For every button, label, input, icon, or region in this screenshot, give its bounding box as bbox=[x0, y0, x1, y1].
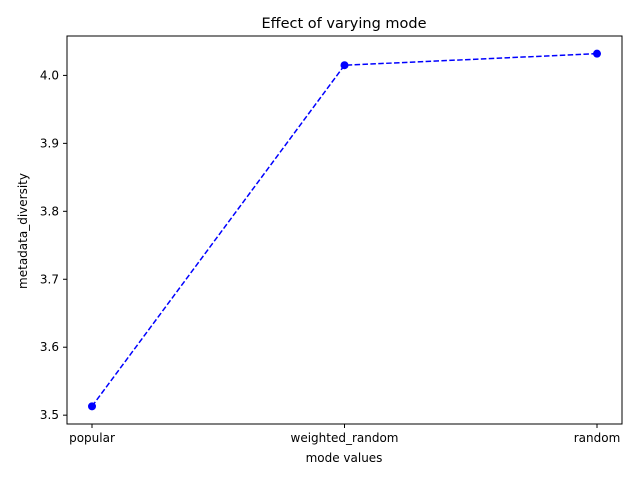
x-axis-label: mode values bbox=[306, 451, 383, 465]
data-point bbox=[340, 61, 349, 70]
data-point bbox=[88, 402, 96, 411]
y-tick-label: 3.8 bbox=[40, 204, 59, 218]
y-axis-label: metadata_diversity bbox=[16, 173, 30, 289]
y-tick-label: 3.5 bbox=[40, 408, 59, 422]
y-tick-label: 3.7 bbox=[40, 272, 59, 286]
x-tick-label: weighted_random bbox=[291, 431, 399, 445]
plot-frame bbox=[66, 35, 623, 425]
y-tick-label: 3.9 bbox=[40, 136, 59, 150]
data-point bbox=[593, 49, 601, 58]
chart-title: Effect of varying mode bbox=[261, 16, 426, 32]
x-axis: popular weighted_random random bbox=[69, 424, 620, 445]
y-tick-label: 4.0 bbox=[40, 68, 59, 82]
y-axis: 3.5 3.6 3.7 3.8 3.9 4.0 bbox=[40, 68, 67, 422]
plot-area bbox=[88, 49, 601, 411]
x-tick-label: popular bbox=[69, 431, 115, 445]
series-line bbox=[91, 52, 598, 407]
y-tick-label: 3.6 bbox=[40, 340, 59, 354]
x-tick-label: random bbox=[574, 431, 621, 445]
